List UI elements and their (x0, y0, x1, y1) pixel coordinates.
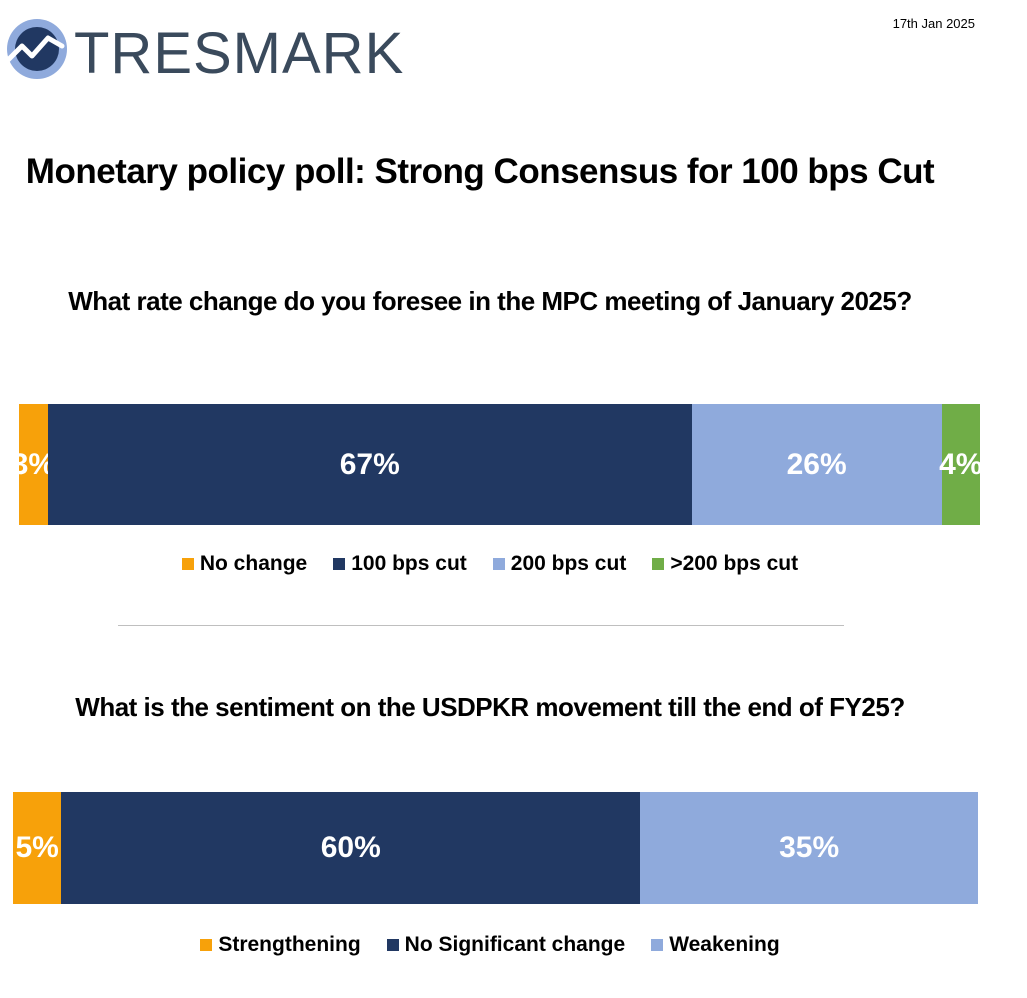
chart2-question: What is the sentiment on the USDPKR move… (75, 692, 905, 722)
legend-label: 100 bps cut (351, 552, 467, 575)
legend-label: No Significant change (404, 933, 626, 956)
legend-swatch (333, 558, 346, 570)
legend-swatch (200, 939, 213, 951)
chart2-bar-segment-0: 5% (13, 792, 62, 904)
chart1-bar-segment-1: 67% (47, 404, 692, 525)
chart2-legend-item-1: No Significant change (386, 933, 626, 957)
chart2-stacked-bar: 5% 60% 35% (13, 792, 978, 904)
legend-label: 200 bps cut (510, 552, 627, 575)
chart1-data-label-2: 26% (786, 447, 847, 481)
chart2-bar-segment-2: 35% (640, 792, 978, 904)
tresmark-logo: TRESMARK (4, 14, 403, 84)
legend-swatch (386, 939, 399, 951)
chart1-bar-segment-3: 4% (939, 404, 983, 525)
chart2-legend: Strengthening No Significant change Weaken… (0, 933, 980, 957)
legend-label: No change (199, 552, 308, 575)
chart2-data-label-0: 5% (15, 831, 59, 864)
page-title: Monetary policy poll: Strong Consensus f… (25, 152, 935, 191)
report-date: 17th Jan 2025 (892, 16, 975, 31)
chart1-stacked-bar: 3% 67% 26% 4% (12, 404, 983, 525)
logo-mark-icon (5, 19, 67, 79)
chart1-legend: No change 100 bps cut 200 bps cut >200 bps … (0, 552, 980, 576)
chart1-legend-item-3: >200 bps cut (652, 552, 798, 576)
chart2-data-label-2: 35% (779, 831, 840, 864)
legend-swatch (181, 558, 194, 570)
chart1-bar-segment-2: 26% (691, 404, 942, 525)
chart2-legend-item-2: Weakening (651, 933, 780, 957)
legend-swatch (492, 558, 505, 570)
legend-swatch (652, 558, 665, 570)
chart1-data-label-1: 67% (339, 447, 400, 481)
chart2-legend-item-0: Strengthening (200, 933, 361, 957)
chart1-legend-item-2: 200 bps cut (492, 552, 627, 576)
legend-label: Weakening (669, 933, 780, 956)
legend-label: >200 bps cut (670, 552, 799, 575)
chart1-legend-item-0: No change (181, 552, 308, 576)
chart1-data-label-3: 4% (939, 447, 983, 481)
legend-label: Strengthening (218, 933, 361, 956)
chart2-data-label-1: 60% (320, 831, 381, 864)
section-divider (118, 625, 844, 626)
chart1-question: What rate change do you foresee in the M… (68, 286, 912, 316)
logo-text: TRESMARK (74, 21, 405, 86)
legend-swatch (651, 939, 664, 951)
chart2-bar-segment-1: 60% (61, 792, 641, 904)
chart1-bar-segment-0: 3% (12, 404, 55, 525)
chart1-legend-item-1: 100 bps cut (333, 552, 467, 576)
